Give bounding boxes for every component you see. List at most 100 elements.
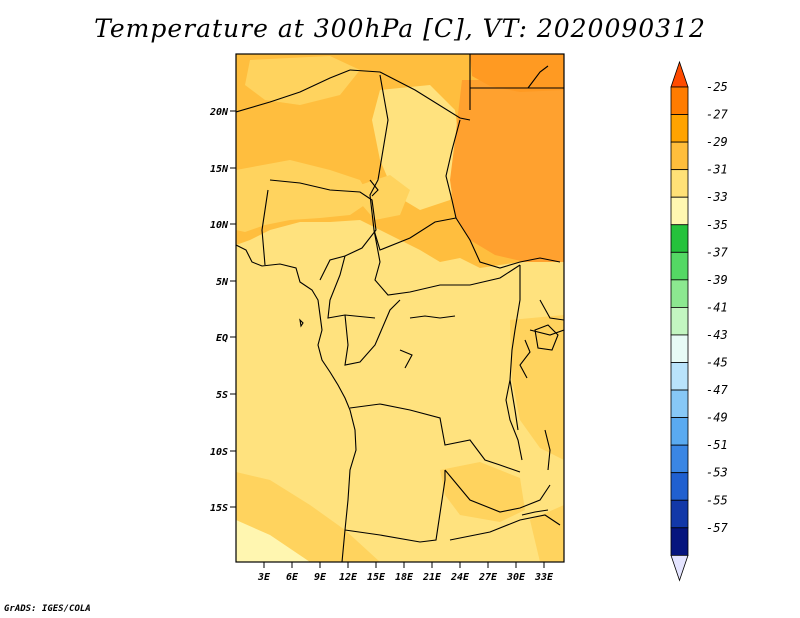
colorbar: -25 -27 -29 -31 -33 -35 -37 -39 -41 -43 -45 -47 -49 -… bbox=[670, 60, 728, 582]
lon-axis bbox=[263, 562, 545, 568]
river-2 bbox=[399, 349, 413, 369]
colorbar-swatch bbox=[670, 169, 689, 198]
egypt-coast bbox=[527, 65, 549, 89]
colorbar-label: -43 bbox=[706, 328, 728, 342]
lon-label: 3E bbox=[257, 572, 271, 583]
lake-chad-patch bbox=[360, 175, 410, 220]
east-warm-patch bbox=[510, 315, 564, 460]
colorbar-swatch bbox=[670, 334, 689, 363]
north-mid-patch bbox=[236, 160, 372, 232]
colorbar-label: -57 bbox=[706, 521, 728, 535]
lat-label: 15S bbox=[210, 503, 228, 514]
colorbar-label: -55 bbox=[706, 493, 728, 507]
colorbar-label: -49 bbox=[706, 411, 728, 425]
colorbar-label: -47 bbox=[706, 383, 728, 397]
southwest-coast-cool bbox=[236, 520, 310, 562]
car-border bbox=[373, 229, 521, 296]
lon-label: 15E bbox=[367, 572, 386, 583]
map-title: Temperature at 300hPa [C], VT: 202009031… bbox=[94, 14, 706, 43]
lake-victoria bbox=[534, 324, 559, 351]
lat-label: 20N bbox=[209, 107, 229, 118]
colorbar-swatch bbox=[670, 86, 689, 115]
gulf-island-1 bbox=[299, 318, 304, 328]
lon-label: 9E bbox=[314, 572, 327, 583]
colorbar-label: -41 bbox=[706, 300, 728, 314]
colorbar-label: -39 bbox=[706, 273, 728, 287]
lat-label: 5S bbox=[216, 390, 228, 401]
lake-tanganyika bbox=[505, 379, 523, 461]
lat-label: 15N bbox=[210, 164, 229, 175]
sudan-border bbox=[455, 217, 561, 269]
colorbar-label: -37 bbox=[706, 245, 728, 259]
sudan-warm-region bbox=[450, 80, 564, 262]
chad-border bbox=[369, 74, 461, 251]
lon-label: 24E bbox=[450, 572, 470, 583]
drc-angola-border bbox=[349, 403, 521, 473]
nile-line bbox=[369, 179, 379, 197]
colorbar-label: -51 bbox=[706, 438, 728, 452]
north-border-2 bbox=[349, 69, 471, 121]
colorbar-label: -25 bbox=[706, 80, 728, 94]
country-borders bbox=[236, 54, 564, 562]
lat-axis bbox=[230, 110, 236, 508]
lon-label: 30E bbox=[506, 572, 526, 583]
colorbar-label: -33 bbox=[706, 190, 728, 204]
libya-warm-patch bbox=[245, 56, 360, 105]
lake-malawi bbox=[544, 429, 551, 471]
colorbar-swatch bbox=[670, 389, 689, 418]
lon-label: 27E bbox=[478, 572, 498, 583]
zambia-warm-patch bbox=[440, 462, 525, 522]
lat-label: 10S bbox=[210, 447, 228, 458]
colorbar-label: -45 bbox=[706, 356, 728, 370]
west-coastline bbox=[236, 244, 357, 562]
nigeria-border bbox=[269, 179, 377, 281]
zambia-border bbox=[444, 469, 551, 513]
lon-label: 12E bbox=[339, 572, 358, 583]
east-lakes bbox=[519, 339, 531, 379]
east-border-uganda bbox=[509, 265, 521, 431]
colorbar-swatch bbox=[670, 417, 689, 446]
colorbar-label: -53 bbox=[706, 466, 728, 480]
congo-river bbox=[409, 315, 456, 319]
lon-label: 6E bbox=[286, 572, 299, 583]
colorbar-swatch bbox=[670, 279, 689, 308]
lat-label: 5N bbox=[216, 277, 229, 288]
lat-label: 10N bbox=[210, 220, 229, 231]
egypt-hot-patch bbox=[470, 54, 564, 92]
colorbar-swatch bbox=[670, 114, 689, 143]
colorbar-top-arrow bbox=[670, 60, 689, 88]
lon-label: 33E bbox=[534, 572, 554, 583]
cameroon-border bbox=[327, 255, 376, 319]
colorbar-label: -35 bbox=[706, 218, 728, 232]
colorbar-swatch bbox=[670, 444, 689, 474]
north-border-1 bbox=[236, 69, 351, 113]
credit-text: GrADS: IGES/COLA bbox=[4, 604, 91, 614]
colorbar-label: -31 bbox=[706, 163, 728, 177]
mozambique-river bbox=[521, 509, 549, 516]
colorbar-swatch bbox=[670, 224, 689, 253]
kenya-border bbox=[539, 299, 564, 321]
colorbar-label: -29 bbox=[706, 135, 728, 149]
colorbar-swatch bbox=[670, 251, 689, 281]
zimbabwe-border bbox=[449, 514, 561, 541]
colorbar-swatch bbox=[670, 362, 689, 391]
lon-label: 18E bbox=[395, 572, 414, 583]
mozambique-patch bbox=[530, 505, 564, 562]
tanzania-border bbox=[529, 329, 564, 336]
temperature-field bbox=[236, 54, 564, 562]
colorbar-bottom-arrow bbox=[670, 554, 689, 582]
colorbar-swatch bbox=[670, 499, 689, 529]
colorbar-swatch bbox=[670, 306, 689, 336]
lon-label: 21E bbox=[422, 572, 442, 583]
colorbar-swatch bbox=[670, 527, 689, 556]
lat-label: EQ bbox=[216, 333, 228, 344]
benin-border bbox=[261, 189, 269, 266]
colorbar-label: -27 bbox=[706, 108, 728, 122]
colorbar-swatch bbox=[670, 472, 689, 501]
colorbar-swatch bbox=[670, 141, 689, 171]
map-frame bbox=[235, 53, 565, 563]
colorbar-swatch bbox=[670, 196, 689, 226]
congo-border bbox=[344, 299, 401, 366]
angola-south bbox=[344, 470, 446, 543]
